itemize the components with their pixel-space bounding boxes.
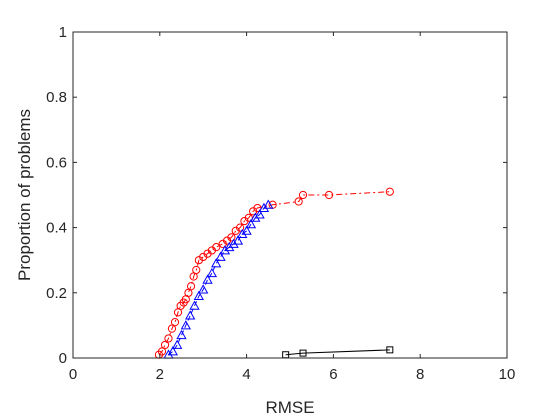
series-1-marker	[227, 233, 236, 242]
series-2-marker	[237, 228, 248, 239]
x-tick-label: 8	[416, 366, 424, 383]
series-2-marker	[202, 274, 213, 284]
y-tick-label: 0.6	[46, 154, 67, 171]
series-1-marker	[324, 190, 334, 200]
series-1-marker	[235, 223, 245, 232]
series-2-marker	[206, 267, 218, 278]
series-1-marker	[157, 347, 167, 356]
series-1-marker	[164, 334, 173, 343]
x-tick-label: 10	[499, 366, 516, 383]
y-axis-title: Proportion of problems	[15, 109, 34, 281]
series-3-marker	[299, 349, 307, 357]
x-tick-label: 4	[242, 366, 250, 383]
series-2-marker	[189, 300, 200, 310]
y-tick-label: 0.2	[46, 285, 67, 302]
series-2-marker	[193, 290, 205, 300]
series-2-marker	[258, 202, 270, 212]
series-2-marker	[172, 339, 183, 349]
series-2-marker	[232, 235, 244, 245]
series-2-marker	[180, 320, 191, 330]
series-2	[163, 199, 274, 359]
series-1-marker	[160, 340, 170, 350]
series-2-marker	[167, 346, 178, 356]
x-tick-label: 0	[69, 366, 77, 383]
series-2-marker	[176, 329, 187, 340]
series-1-marker	[167, 324, 177, 333]
y-tick-label: 0	[59, 350, 67, 367]
series-3-line	[285, 349, 390, 356]
series-2-marker	[224, 241, 235, 252]
series-1-marker	[298, 190, 308, 200]
axes-layer: 0 2 4 6 8 10 0 0.2 0.4 0.6 0.8 1	[46, 24, 515, 383]
series-1-line	[158, 191, 390, 356]
y-tick-label: 0.8	[46, 89, 67, 106]
series-1-marker	[294, 197, 303, 206]
series-2-marker	[215, 251, 226, 261]
series-1-marker	[192, 265, 201, 275]
plot-area	[73, 32, 507, 358]
series-2-marker	[245, 219, 257, 229]
series-2-marker	[263, 199, 274, 209]
x-tick-label: 6	[329, 366, 337, 383]
x-tick-label: 2	[156, 366, 164, 383]
series-1-marker	[385, 187, 394, 196]
series-3-marker	[386, 346, 394, 354]
series-layer	[154, 187, 394, 359]
series-2-marker	[219, 245, 231, 255]
series-2-marker	[254, 209, 265, 219]
series-1-marker	[170, 318, 180, 327]
x-axis-title: RMSE	[265, 398, 314, 417]
y-tick-label: 1	[59, 24, 67, 41]
axes-box	[72, 31, 508, 359]
series-2-marker	[185, 310, 196, 320]
series-2-marker	[250, 212, 261, 222]
series-2-marker	[241, 225, 252, 235]
series-1-marker	[186, 282, 196, 291]
series-2-marker	[228, 238, 239, 248]
series-1-marker	[212, 243, 221, 252]
y-tick-label: 0.4	[46, 220, 67, 237]
series-2-marker	[211, 258, 222, 268]
series-2-marker	[198, 284, 209, 294]
